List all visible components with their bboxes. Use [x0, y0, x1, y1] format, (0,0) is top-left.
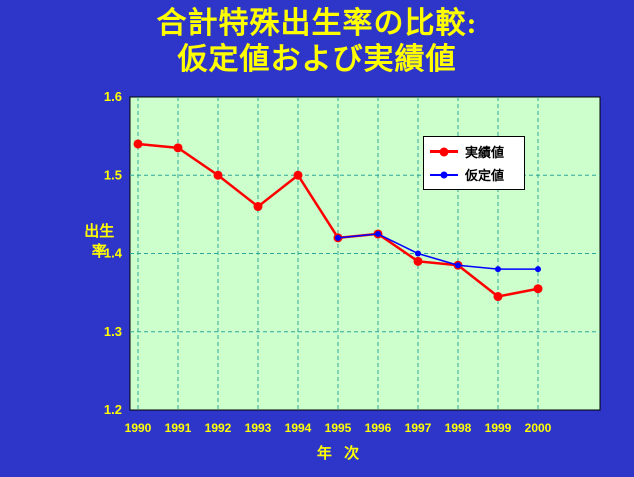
- svg-text:1.2: 1.2: [104, 402, 122, 417]
- chart-title: 合計特殊出生率の比較: 仮定値および実績値: [0, 6, 634, 78]
- svg-text:1996: 1996: [365, 421, 392, 435]
- legend-label-assumed: 仮定値: [465, 168, 505, 183]
- svg-text:1992: 1992: [205, 421, 232, 435]
- svg-text:1.4: 1.4: [104, 246, 123, 261]
- legend-item-actual: 実績値: [428, 140, 520, 163]
- x-axis-label: 年 次: [316, 445, 364, 462]
- svg-text:1994: 1994: [285, 421, 312, 435]
- svg-text:1.5: 1.5: [104, 167, 122, 182]
- assumed-series-marker-icon: [430, 173, 458, 176]
- legend-label-actual: 実績値: [465, 145, 505, 160]
- svg-text:1991: 1991: [165, 421, 192, 435]
- legend-item-assumed: 仮定値: [428, 163, 520, 186]
- svg-text:1993: 1993: [245, 421, 272, 435]
- svg-text:1990: 1990: [125, 421, 152, 435]
- svg-text:1997: 1997: [405, 421, 432, 435]
- chart-title-line1: 合計特殊出生率の比較:: [156, 7, 478, 40]
- chart-area: 1.2 1.3 1.4 1.5 1.6 1990 1991 1992 1993 1994 1995 1…: [80, 90, 610, 465]
- actual-series-marker-icon: [430, 150, 458, 153]
- svg-text:1.3: 1.3: [104, 324, 122, 339]
- svg-text:1998: 1998: [445, 421, 472, 435]
- svg-text:1995: 1995: [325, 421, 352, 435]
- svg-text:1999: 1999: [485, 421, 512, 435]
- y-axis-label: 出生率: [84, 223, 115, 260]
- svg-text:2000: 2000: [525, 421, 552, 435]
- legend: 実績値 仮定値: [423, 136, 525, 190]
- svg-text:1.6: 1.6: [104, 90, 122, 104]
- chart-svg: 1.2 1.3 1.4 1.5 1.6 1990 1991 1992 1993 1994 1995 1…: [104, 90, 601, 435]
- chart-title-line2: 仮定値および実績値: [177, 43, 457, 76]
